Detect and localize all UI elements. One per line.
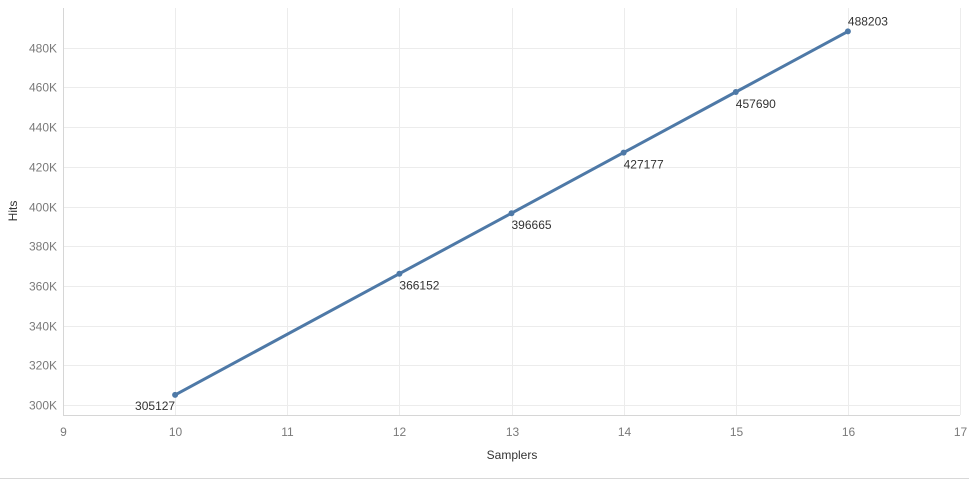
x-tick-label: 17 — [954, 425, 968, 439]
y-tick-label: 400K — [29, 201, 57, 215]
x-tick-label: 9 — [60, 425, 67, 439]
y-tick-label: 300K — [29, 399, 57, 413]
data-label: 305127 — [135, 399, 175, 413]
y-tick-label: 440K — [29, 121, 57, 135]
bottom-divider — [0, 478, 969, 479]
data-label: 457690 — [736, 97, 776, 111]
data-point — [396, 270, 403, 277]
label-layer: 305127 366152 396665 427177 457690 488203 — [135, 14, 888, 413]
y-tick-label: 480K — [29, 42, 57, 56]
grid-layer — [63, 8, 961, 415]
series-line — [173, 29, 850, 397]
data-point — [508, 210, 515, 217]
x-tick-label: 16 — [842, 425, 856, 439]
x-tick-label: 12 — [393, 425, 407, 439]
y-axis-title: Hits — [6, 201, 20, 222]
data-label: 366152 — [399, 279, 439, 293]
data-label: 396665 — [512, 218, 552, 232]
data-point — [844, 28, 851, 35]
data-label: 427177 — [624, 158, 664, 172]
y-tick-label: 360K — [29, 280, 57, 294]
data-point — [172, 391, 179, 398]
x-tick-label: 14 — [618, 425, 632, 439]
y-tick-label: 460K — [29, 81, 57, 95]
y-tick-label: 380K — [29, 240, 57, 254]
x-tick-label: 10 — [169, 425, 183, 439]
axis-layer: 9 10 11 12 13 14 15 16 17 300K 320K 340K 360K 380K 400… — [29, 8, 968, 439]
y-tick-label: 320K — [29, 359, 57, 373]
data-label: 488203 — [848, 14, 888, 28]
x-tick-label: 15 — [730, 425, 744, 439]
x-axis-title: Samplers — [487, 448, 538, 462]
y-tick-label: 420K — [29, 161, 57, 175]
data-point — [620, 149, 627, 156]
x-tick-label: 13 — [506, 425, 520, 439]
data-point — [732, 89, 739, 95]
x-tick-label: 11 — [281, 425, 294, 439]
series-layer — [172, 28, 851, 398]
y-tick-label: 340K — [29, 320, 57, 334]
